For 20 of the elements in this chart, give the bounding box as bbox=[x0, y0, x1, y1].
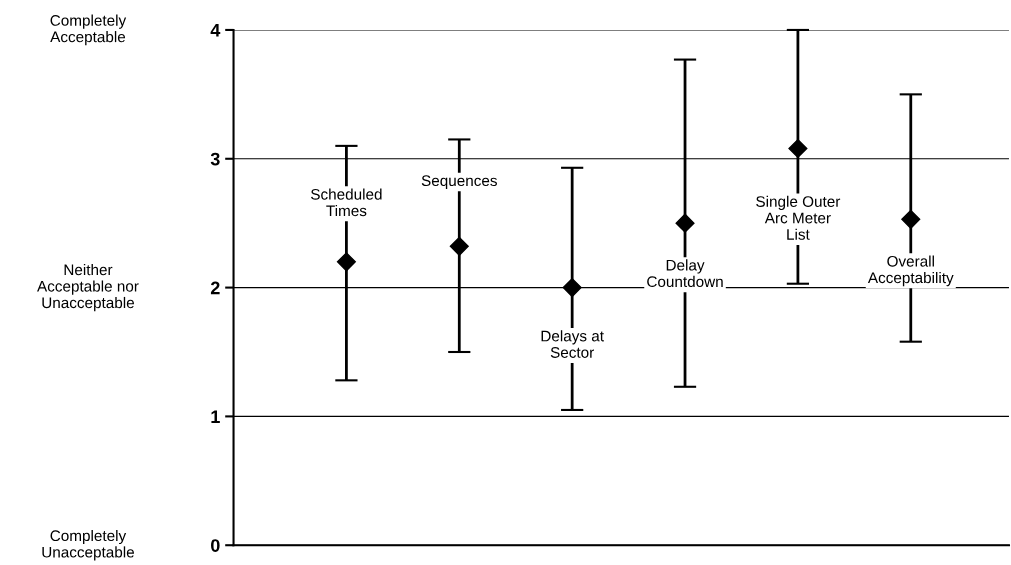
y-tick-label: 4 bbox=[210, 24, 221, 37]
point bbox=[788, 138, 808, 158]
x-tick-label: Single Outer Arc Meter List bbox=[756, 195, 841, 240]
x-tick-label: Overall Acceptability bbox=[867, 255, 954, 287]
y-tick-label: 1 bbox=[211, 410, 220, 423]
x-tick-label: Sequences bbox=[421, 175, 497, 190]
text: Completely Acceptable bbox=[50, 14, 127, 46]
point bbox=[336, 252, 356, 272]
x-tick-label: Delay Countdown bbox=[647, 259, 723, 288]
y-tick-label: 2 bbox=[210, 281, 220, 295]
y-tick-label: 0 bbox=[211, 539, 220, 552]
point bbox=[562, 278, 582, 298]
text: Neither Acceptable nor Unacceptable bbox=[37, 264, 139, 312]
point bbox=[449, 236, 469, 256]
y-tick-label: 3 bbox=[210, 152, 220, 166]
point bbox=[675, 213, 695, 233]
text: Completely Unacceptable bbox=[42, 529, 134, 561]
x-tick-label: Delays at Sector bbox=[541, 330, 604, 358]
point bbox=[901, 209, 921, 229]
x-tick-label: Scheduled Times bbox=[311, 188, 382, 217]
